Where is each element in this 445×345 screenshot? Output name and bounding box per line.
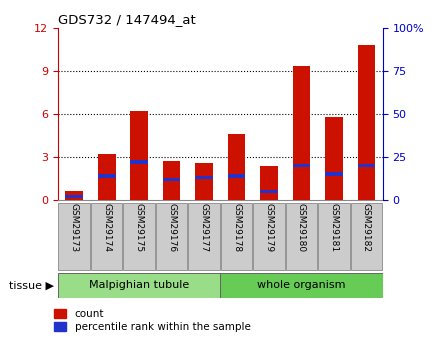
- FancyBboxPatch shape: [58, 203, 90, 270]
- Bar: [325, 172, 343, 176]
- Text: GSM29175: GSM29175: [134, 203, 144, 252]
- Bar: [162, 161, 181, 200]
- FancyBboxPatch shape: [318, 203, 350, 270]
- FancyBboxPatch shape: [351, 203, 382, 270]
- Text: GSM29177: GSM29177: [199, 203, 209, 252]
- Bar: [65, 191, 83, 200]
- Legend: count, percentile rank within the sample: count, percentile rank within the sample: [50, 305, 255, 336]
- Bar: [357, 164, 376, 167]
- FancyBboxPatch shape: [188, 203, 220, 270]
- Bar: [97, 154, 116, 200]
- FancyBboxPatch shape: [286, 203, 317, 270]
- Bar: [292, 164, 311, 167]
- Bar: [162, 178, 181, 181]
- Text: GSM29173: GSM29173: [69, 203, 79, 252]
- Bar: [227, 174, 246, 178]
- Bar: [292, 66, 311, 200]
- Bar: [357, 45, 376, 200]
- Bar: [260, 190, 278, 193]
- Bar: [130, 111, 148, 200]
- Bar: [97, 174, 116, 178]
- Text: GSM29178: GSM29178: [232, 203, 241, 252]
- FancyBboxPatch shape: [156, 203, 187, 270]
- Bar: [195, 176, 213, 179]
- Bar: [227, 134, 246, 200]
- Text: GSM29180: GSM29180: [297, 203, 306, 252]
- FancyBboxPatch shape: [123, 203, 155, 270]
- Text: GSM29181: GSM29181: [329, 203, 339, 252]
- Text: whole organism: whole organism: [257, 280, 346, 290]
- FancyBboxPatch shape: [253, 203, 285, 270]
- Text: GSM29179: GSM29179: [264, 203, 274, 252]
- Text: GSM29174: GSM29174: [102, 203, 111, 252]
- FancyBboxPatch shape: [91, 203, 122, 270]
- Text: GSM29176: GSM29176: [167, 203, 176, 252]
- Bar: [325, 117, 343, 200]
- Text: tissue ▶: tissue ▶: [9, 280, 54, 290]
- Bar: [65, 195, 83, 198]
- FancyBboxPatch shape: [221, 203, 252, 270]
- FancyBboxPatch shape: [220, 273, 383, 298]
- Bar: [260, 166, 278, 200]
- Bar: [195, 163, 213, 200]
- Text: GDS732 / 147494_at: GDS732 / 147494_at: [58, 13, 196, 27]
- Text: Malpighian tubule: Malpighian tubule: [89, 280, 189, 290]
- Bar: [130, 160, 148, 164]
- Text: GSM29182: GSM29182: [362, 203, 371, 252]
- FancyBboxPatch shape: [58, 273, 220, 298]
